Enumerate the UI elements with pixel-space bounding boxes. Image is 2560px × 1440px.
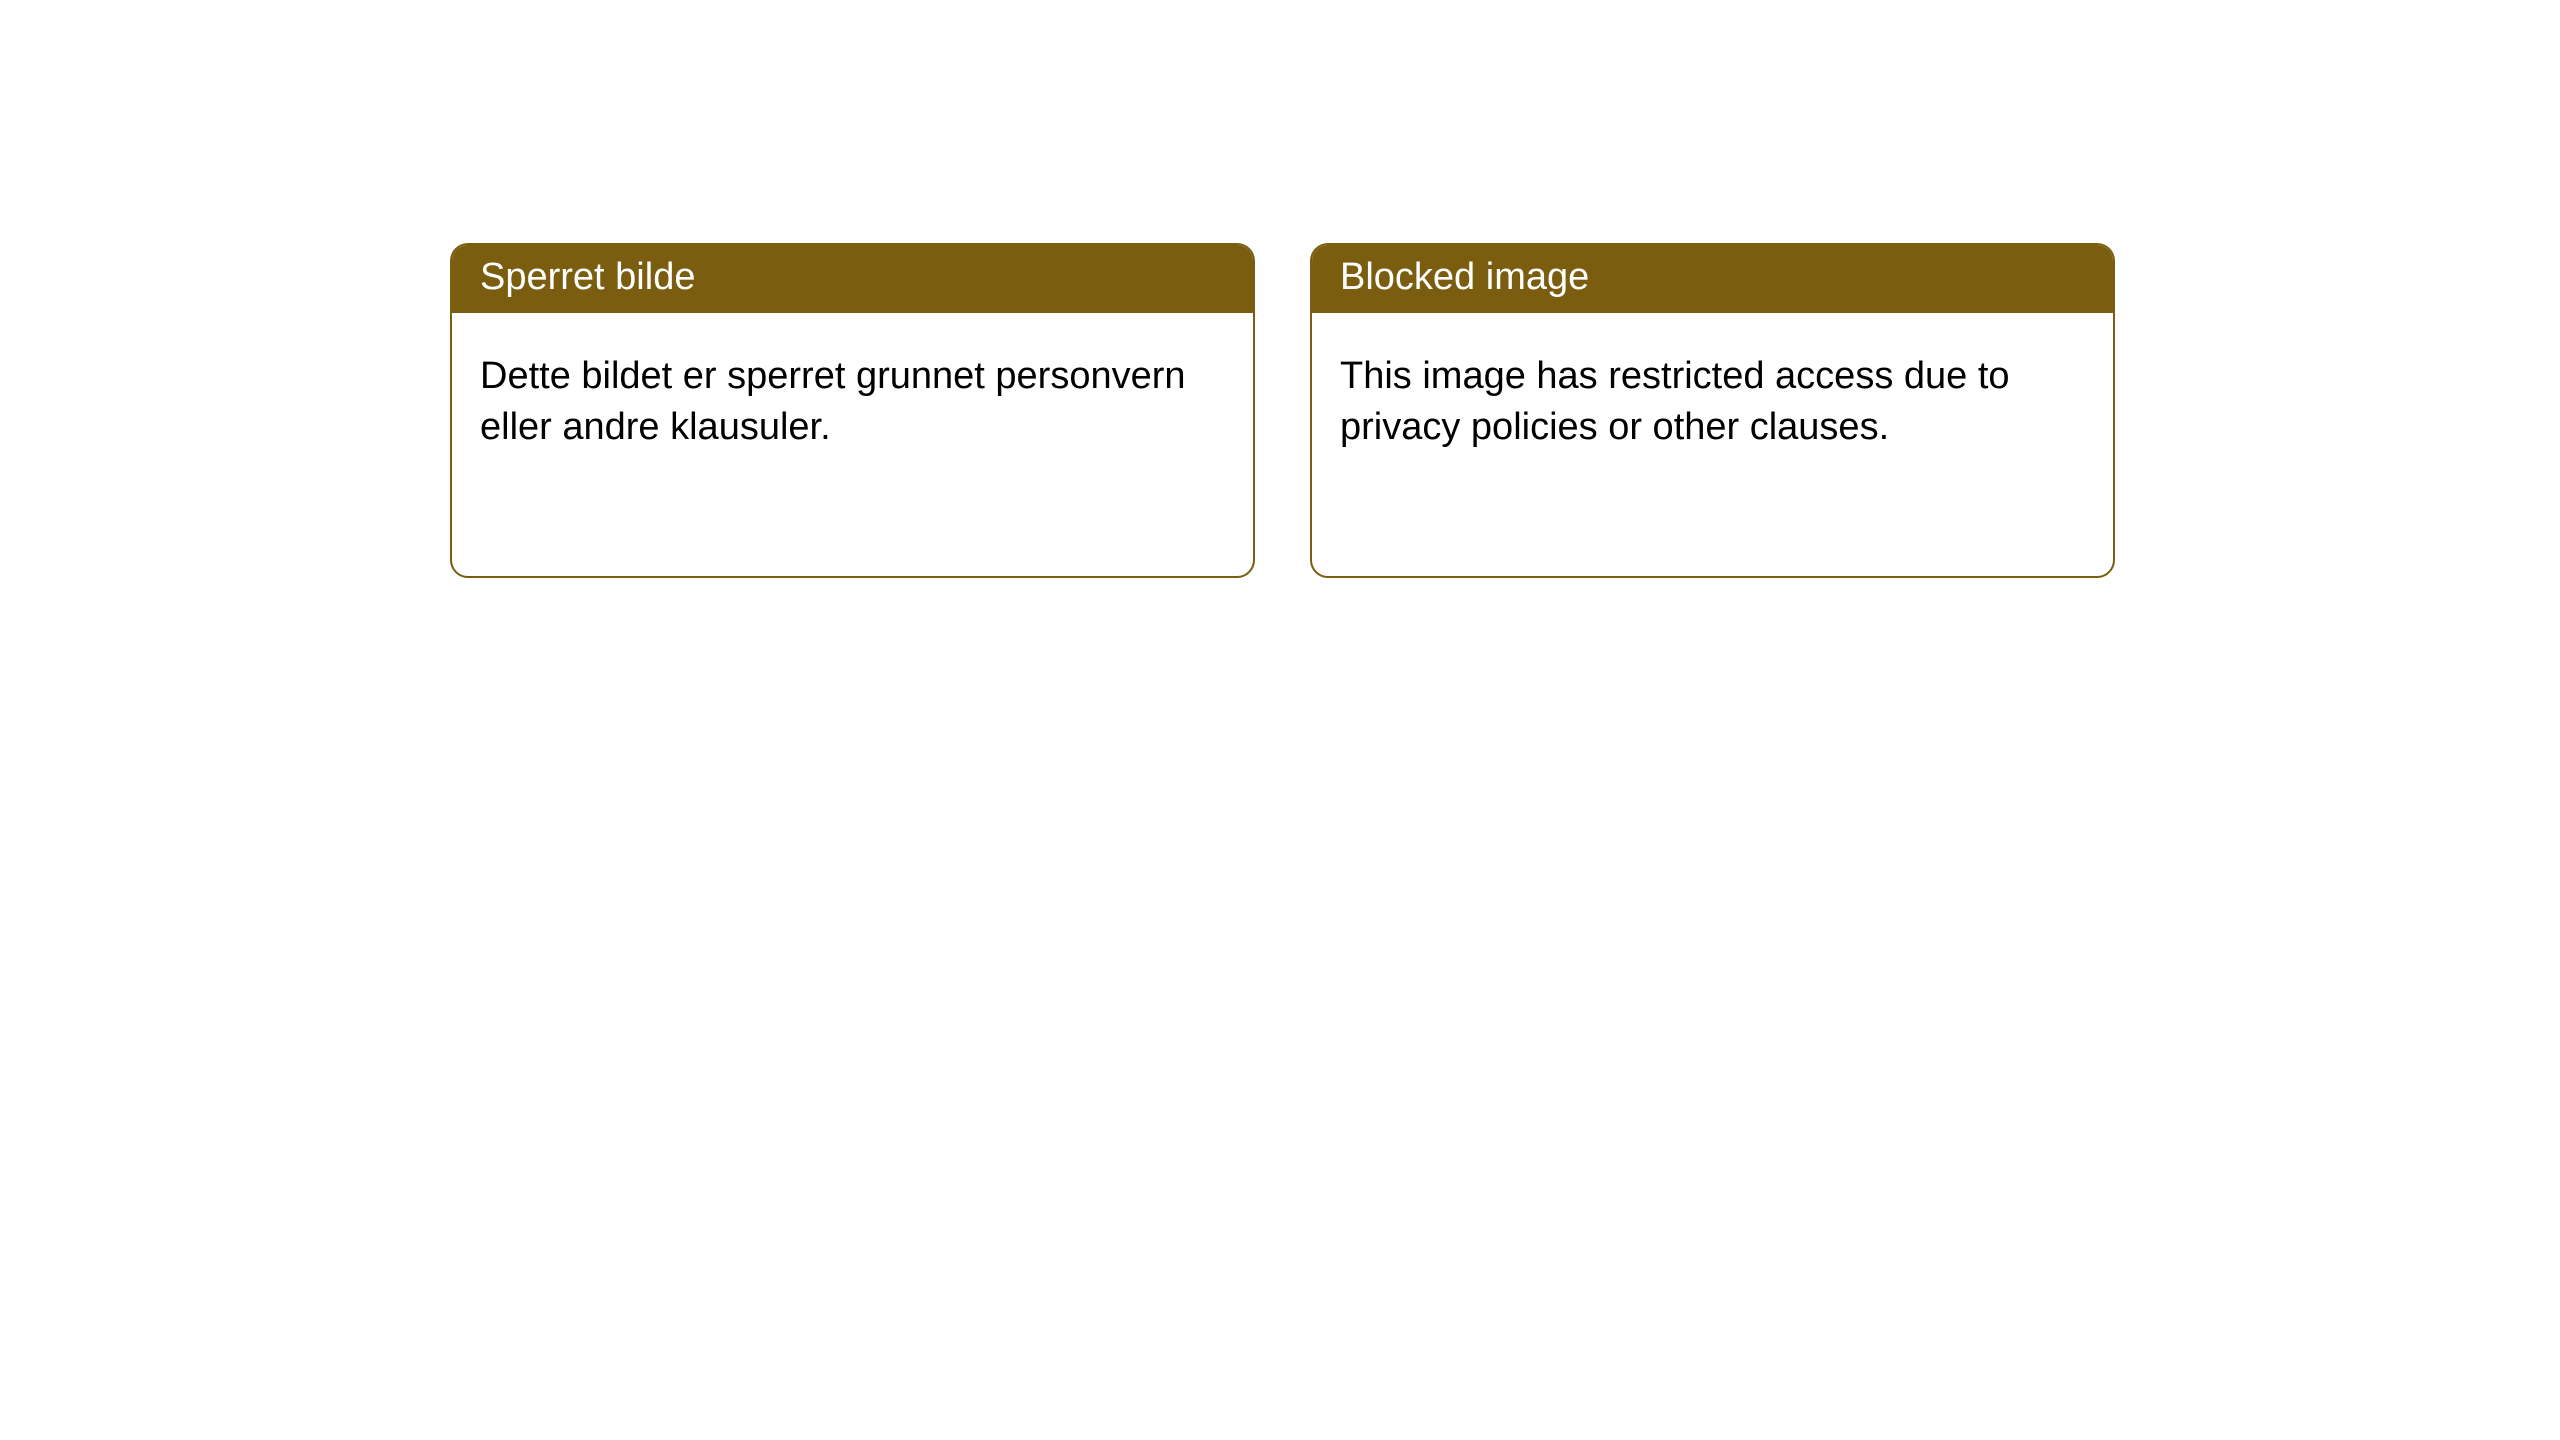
notice-header: Sperret bilde: [452, 245, 1253, 313]
notice-container: Sperret bilde Dette bildet er sperret gr…: [0, 0, 2560, 578]
notice-card-english: Blocked image This image has restricted …: [1310, 243, 2115, 578]
notice-header: Blocked image: [1312, 245, 2113, 313]
notice-body: This image has restricted access due to …: [1312, 313, 2113, 482]
notice-card-norwegian: Sperret bilde Dette bildet er sperret gr…: [450, 243, 1255, 578]
notice-body: Dette bildet er sperret grunnet personve…: [452, 313, 1253, 482]
